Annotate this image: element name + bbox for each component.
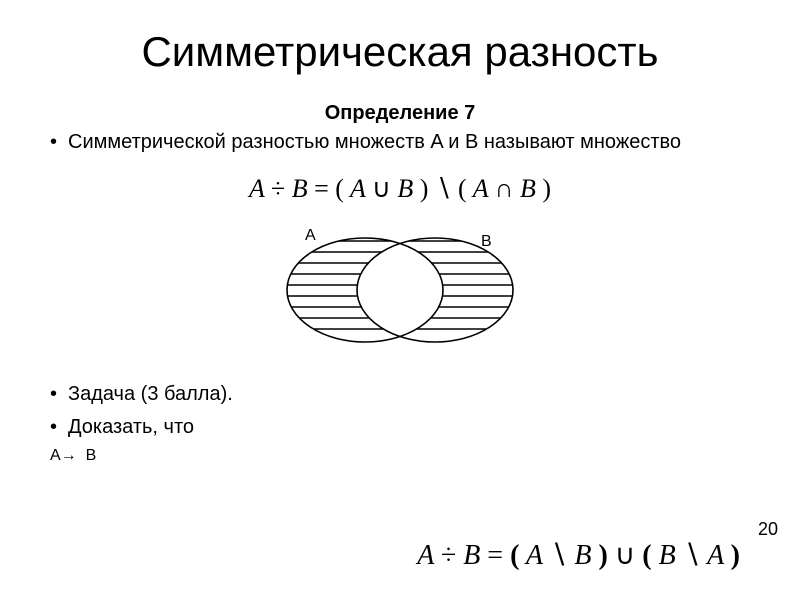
formula-lparen1: ( (335, 174, 344, 203)
slide: Симметрическая разность Определение 7 Си… (0, 0, 800, 600)
definition-text: Симметрической разностью множеств A и B … (50, 129, 750, 156)
svg-text:A: A (305, 227, 316, 244)
formula-symdiff-op: ÷ (271, 174, 285, 203)
formula-A1: A (350, 174, 365, 203)
bf-B2: B (659, 540, 676, 571)
formula-setminus: ∖ (435, 174, 452, 203)
task-bullets: Задача (3 балла). Доказать, что (50, 381, 750, 441)
bf-A: A (417, 540, 434, 571)
svg-text:B: B (481, 233, 492, 250)
bf-cup: ∪ (615, 540, 636, 571)
bf-lp2: ( (642, 540, 651, 571)
formula-cap: ∩ (495, 174, 514, 203)
bf-symdiff-op: ÷ (441, 540, 456, 571)
bf-B: B (463, 540, 480, 571)
bf-setminus2: ∖ (683, 540, 701, 571)
bf-B1: B (574, 540, 591, 571)
formula-A2: A (473, 174, 488, 203)
bf-lp1: ( (510, 540, 519, 571)
peek-A: A (50, 447, 61, 464)
bf-eq: = (487, 540, 503, 571)
peek-B: B (86, 447, 97, 464)
formula-rparen1: ) (420, 174, 429, 203)
main-formula: A ÷ B = ( A ∪ B ) ∖ ( A ∩ B ) (50, 174, 750, 204)
bf-setminus1: ∖ (550, 540, 568, 571)
definition-bullets: Симметрической разностью множеств A и B … (50, 129, 750, 156)
venn-diagram-container: AB (50, 218, 750, 373)
bf-rp2: ) (731, 540, 740, 571)
definition-heading: Определение 7 (50, 102, 750, 125)
bf-rp1: ) (598, 540, 607, 571)
formula-rparen2: ) (542, 174, 551, 203)
formula-B: B (292, 174, 308, 203)
formula-lparen2: ( (458, 174, 467, 203)
peek-arrow: → (61, 447, 77, 464)
task-text: Задача (3 балла). (50, 381, 750, 408)
page-number: 20 (758, 519, 778, 540)
slide-title: Симметрическая разность (50, 28, 750, 76)
venn-diagram: AB (270, 218, 530, 368)
formula-A: A (249, 174, 264, 203)
bottom-formula: A ÷ B = ( A ∖ B ) ∪ ( B ∖ A ) (417, 538, 740, 572)
bf-A2: A (707, 540, 724, 571)
hidden-peek-formula: A→ B (50, 447, 750, 465)
prove-text: Доказать, что (50, 414, 750, 441)
formula-B1: B (397, 174, 413, 203)
formula-B2: B (520, 174, 536, 203)
formula-eq: = (314, 174, 329, 203)
bf-A1: A (526, 540, 543, 571)
formula-cup: ∪ (372, 174, 391, 203)
